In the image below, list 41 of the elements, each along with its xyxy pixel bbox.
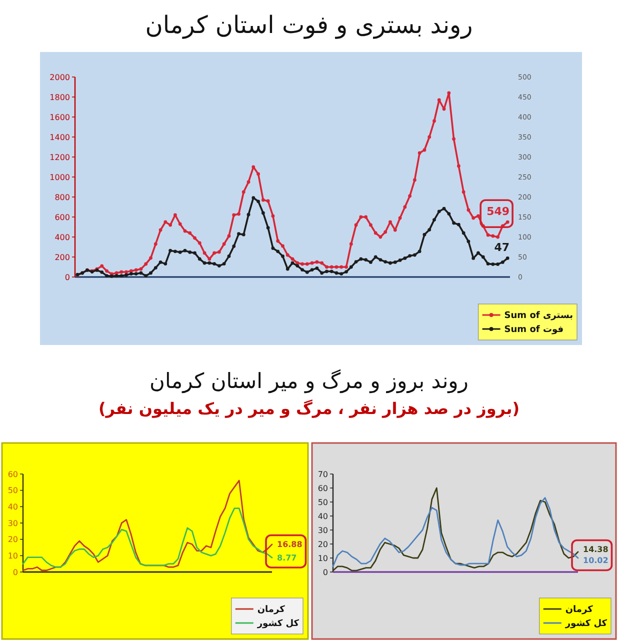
legend-label: کل کشور	[565, 619, 607, 630]
y-tick-label: 20	[318, 540, 328, 549]
legend-label: کل کشور	[257, 619, 299, 630]
y-tick-label: 60	[318, 484, 328, 493]
data-label: 549	[486, 205, 510, 218]
y-tick-label: 30	[8, 518, 18, 528]
y-tick-label: 1800	[50, 92, 70, 102]
y-tick-label: 600	[54, 212, 70, 222]
y-tick-label: 1000	[50, 172, 70, 182]
chart-title: روند بروز و مرگ و میر استان کرمان	[150, 369, 468, 393]
y-tick-label: 1200	[50, 152, 70, 162]
y-tick-label: 40	[318, 512, 328, 521]
y-tick-label: 0	[12, 568, 18, 577]
legend-label: کرمان	[565, 605, 593, 616]
chart-subtitle: (بروز در صد هزار نفر ، مرگ و میر در یک میلیون نفر)	[98, 399, 520, 418]
y-tick-label: 200	[54, 252, 70, 262]
y-tick-label: 10	[318, 554, 328, 563]
y-tick-label: 50	[318, 498, 328, 507]
y-tick-label: 10	[8, 551, 18, 560]
y-tick-label: 400	[54, 232, 70, 242]
y-tick-label: 1600	[50, 112, 70, 122]
y-tick-label: 60	[8, 470, 18, 479]
y-tick-label: 2000	[50, 72, 70, 82]
legend-label: Sum of بستری	[504, 311, 573, 322]
data-label: 10.02	[583, 556, 608, 566]
y-tick-label: 800	[54, 192, 70, 202]
data-label: 16.88	[277, 540, 302, 550]
y-tick-label: 0	[64, 272, 70, 282]
data-label: 47	[494, 241, 510, 254]
data-label: 8.77	[277, 553, 297, 562]
y-tick-label: 30	[318, 526, 328, 535]
y-tick-label: 70	[318, 470, 328, 479]
y-tick-label: 50	[8, 486, 18, 496]
y-tick-label: 40	[8, 502, 18, 512]
legend-label: کرمان	[257, 605, 285, 616]
data-label: 14.38	[583, 545, 608, 554]
chart-title: روند بستری و فوت استان کرمان	[145, 11, 473, 39]
y-tick-label: 20	[8, 535, 18, 544]
legend-label: Sum of فوت	[504, 325, 564, 336]
y-tick-label: 0	[322, 568, 328, 577]
y-tick-label: 1400	[50, 132, 70, 142]
